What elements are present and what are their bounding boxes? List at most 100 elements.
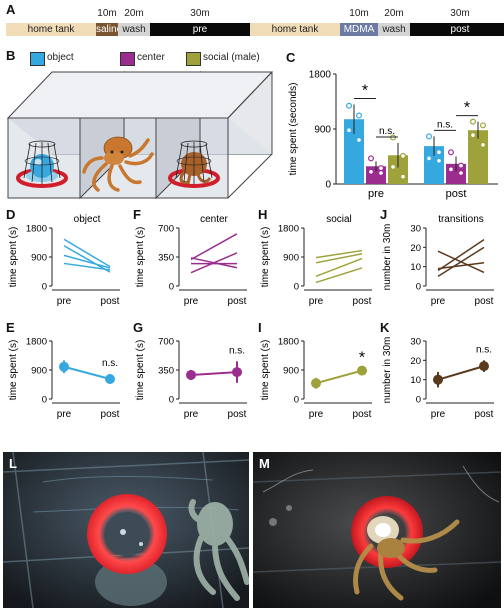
e-mean-line — [63, 365, 111, 380]
panel-label-g: G — [133, 320, 144, 335]
panel-label-f: F — [133, 207, 141, 222]
timeline-duration-2: 30m — [190, 8, 210, 19]
c-data-point — [345, 102, 352, 109]
panel-label-m: M — [259, 456, 270, 471]
k-mean-point — [479, 361, 489, 372]
chart-c-time-per-chamber: time spent (seconds) 0 900 1800 pre post * n.s.… — [288, 70, 498, 200]
j-xtick-label: pre — [431, 296, 446, 307]
c-data-point — [355, 136, 362, 143]
g-ytick-label: 0 — [169, 395, 174, 406]
j-ylabel: number in 30m — [382, 224, 393, 291]
octopus-icon — [82, 136, 154, 192]
i-ytick-label: 1800 — [278, 337, 299, 348]
c-data-point — [399, 173, 406, 180]
h-xtick-label: post — [353, 296, 372, 307]
g-sig-label: n.s. — [229, 345, 245, 356]
i-ytick-label: 0 — [294, 395, 299, 406]
g-xtick-label: pre — [184, 409, 199, 420]
i-mean-point — [357, 365, 367, 376]
e-sig-label: n.s. — [102, 358, 118, 369]
d-ytick-label: 900 — [31, 253, 47, 264]
j-subject-line — [437, 238, 485, 272]
d-ylabel: time spent (s) — [8, 227, 19, 288]
k-ytick-label: 20 — [410, 356, 421, 367]
g-mean-point — [186, 369, 196, 380]
e-mean-point — [105, 374, 115, 385]
c-data-point — [426, 155, 433, 162]
timeline-block-1: saline — [96, 23, 118, 36]
h-subject-line — [315, 249, 363, 259]
f-title: center — [200, 214, 228, 225]
c-data-point — [448, 166, 455, 173]
e-ylabel: time spent (s) — [8, 340, 19, 401]
e-ytick-label: 900 — [31, 366, 47, 377]
f-ylabel: time spent (s) — [135, 227, 146, 288]
c-sig-label: n.s. — [379, 126, 395, 137]
social-cup-icon — [168, 140, 220, 188]
chart-j-transitions-lines: transitions number in 30m 0 10 20 30 pre post — [382, 214, 494, 307]
f-xtick-label: pre — [184, 296, 199, 307]
panel-label-i: I — [258, 320, 262, 335]
g-xtick-label: post — [228, 409, 247, 420]
d-title: object — [74, 214, 101, 225]
e-mean-point — [59, 361, 69, 372]
arena-legend: object center social (male) — [30, 52, 280, 66]
c-ytick-label: 1800 — [309, 70, 332, 81]
h-subject-line — [315, 267, 363, 284]
h-title: social — [326, 214, 352, 225]
j-subject-line — [437, 246, 485, 277]
i-sig-label: * — [359, 349, 365, 366]
c-data-point — [458, 162, 465, 169]
k-ytick-label: 10 — [410, 375, 421, 386]
c-data-point — [470, 132, 477, 139]
k-ylabel: number in 30m — [382, 337, 393, 404]
c-data-point — [355, 112, 362, 119]
photo-l-illustration — [3, 452, 249, 608]
three-chamber-arena-illustration — [6, 70, 274, 200]
f-subject-line — [190, 233, 238, 261]
i-ylabel: time spent (s) — [260, 340, 271, 401]
timeline-duration-5: 30m — [450, 8, 470, 19]
c-sig-label: n.s. — [437, 119, 453, 130]
c-sig-label: * — [362, 83, 368, 100]
legend-label-center: center — [137, 52, 165, 63]
c-data-point — [426, 133, 433, 140]
g-ytick-label: 350 — [158, 366, 174, 377]
f-ytick-label: 350 — [158, 253, 174, 264]
timeline-block-3: pre — [150, 23, 250, 36]
c-data-point — [345, 127, 352, 134]
legend-swatch-social — [186, 52, 201, 66]
k-xtick-label: pre — [431, 409, 446, 420]
c-ytick-label: 0 — [325, 180, 331, 191]
i-mean-point — [311, 378, 321, 389]
f-xtick-label: post — [228, 296, 247, 307]
f-subject-line — [190, 252, 238, 274]
g-ytick-label: 700 — [158, 337, 174, 348]
panel-label-l: L — [9, 456, 17, 471]
c-bar — [344, 119, 364, 184]
timeline-block-6: wash — [378, 23, 410, 36]
legend-swatch-center — [120, 52, 135, 66]
timeline-duration-1: 20m — [124, 8, 144, 19]
e-xtick-label: pre — [57, 409, 72, 420]
panel-label-d: D — [6, 207, 16, 222]
k-mean-line — [437, 365, 485, 381]
c-ylabel: time spent (seconds) — [288, 83, 299, 176]
panel-label-c: C — [286, 50, 296, 65]
d-ytick-label: 1800 — [26, 224, 47, 235]
h-ytick-label: 0 — [294, 282, 299, 293]
chart-h-social-lines: social time spent (s) 0 900 1800 pre post — [260, 214, 372, 307]
c-ytick-label: 900 — [314, 125, 331, 136]
c-sig-label: * — [464, 100, 470, 117]
d-xtick-label: pre — [57, 296, 72, 307]
j-ytick-label: 0 — [416, 282, 421, 293]
j-subject-line — [437, 262, 485, 270]
i-xtick-label: post — [353, 409, 372, 420]
c-data-point — [448, 149, 455, 156]
e-xtick-label: post — [101, 409, 120, 420]
i-xtick-label: pre — [309, 409, 324, 420]
timeline-duration-3: 10m — [349, 8, 369, 19]
c-data-point — [470, 118, 477, 125]
timeline-block-7: post — [410, 23, 504, 36]
chart-d-object-lines: object time spent (s) 0 900 1800 pre post — [8, 214, 120, 307]
